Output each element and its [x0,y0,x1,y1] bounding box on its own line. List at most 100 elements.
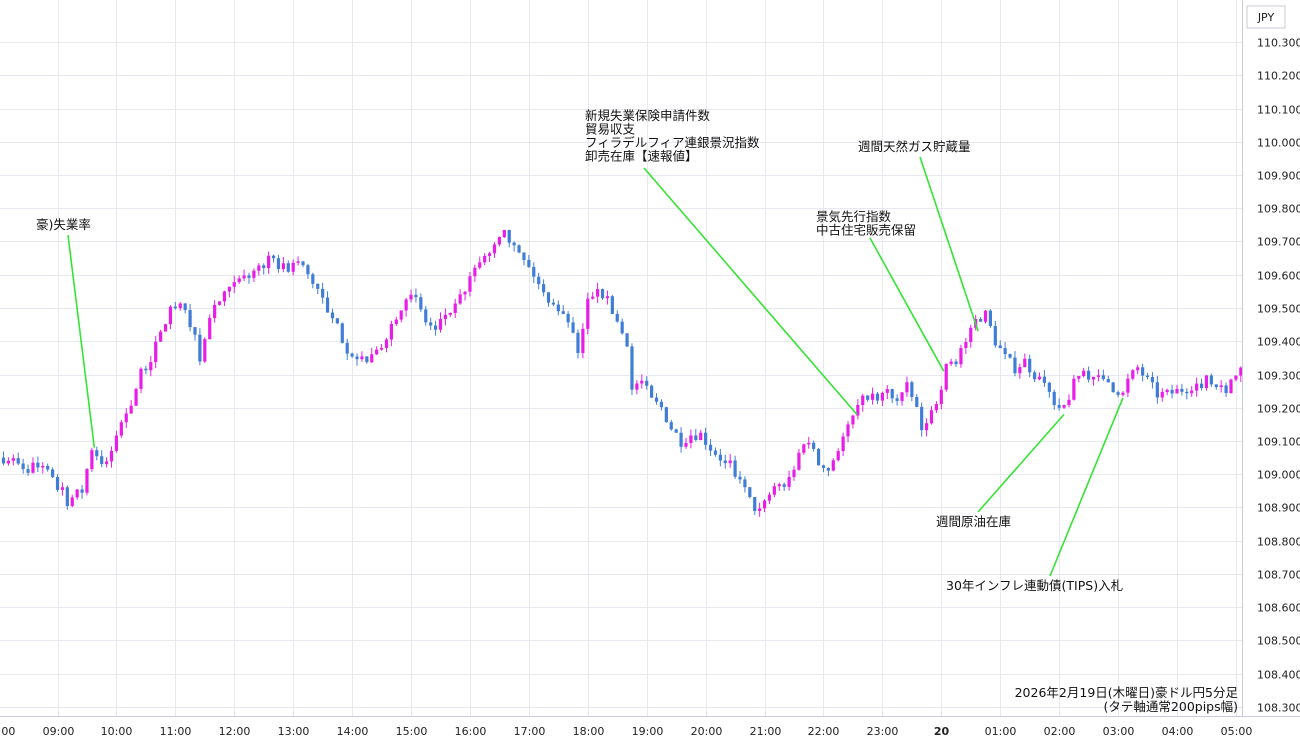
candle-body [448,312,452,315]
candle [733,455,737,479]
candle [645,376,649,390]
candle-body [929,410,934,424]
x-tick-label: 17:00 [514,725,546,738]
currency-label-box [1246,5,1286,29]
candle-body [394,319,398,324]
candle [1175,384,1179,394]
candle-body [910,382,914,397]
candle-body [252,270,256,278]
candle [762,499,767,513]
candle [438,312,443,333]
candle [939,385,943,410]
candle [129,400,133,414]
candle-body [26,469,30,473]
candle-body [21,463,25,470]
candle [802,443,806,455]
candle-body [306,265,310,275]
candle-body [340,323,344,343]
candle-body [738,476,742,480]
candle-body [384,339,389,348]
candle [370,347,374,364]
candle [487,251,492,262]
candle-body [915,396,919,407]
candle-body [16,458,20,464]
candle-body [571,322,575,333]
candle [247,272,251,284]
candle-body [1028,358,1032,373]
candle-body [708,444,713,451]
annotation-label: 週間天然ガス貯蔵量 [858,139,971,154]
annotation-label: 卸売在庫【速報値】 [585,149,698,164]
candle-body [939,389,943,405]
candle [792,465,796,481]
candle-body [409,294,413,300]
candle-body [105,461,109,465]
candle [384,337,389,353]
candle-body [640,380,644,384]
candle [483,253,487,266]
candle-body [753,497,757,512]
annotation-label: 中古住宅販売保留 [816,223,916,238]
candle [330,308,335,324]
candle-body [507,229,511,243]
candle [767,492,772,505]
candle [124,408,128,429]
candle-body [217,301,222,305]
candle [109,446,114,468]
candle-body [551,302,556,305]
candle [610,294,614,315]
candle-body [350,353,354,357]
candle [1195,377,1199,397]
annotation-leader [1049,397,1124,577]
candle [16,452,20,466]
candle-body [41,465,45,468]
caption-line-1: 2026年2月19日(木曜日)豪ドル円5分足 [1015,685,1239,700]
candle [252,268,256,282]
price-axis: JPY 110.300 110.200 110.100 110.000 109.900 10… [1242,0,1300,745]
candle-body [586,298,590,329]
candle [1008,353,1012,359]
candle-body [213,304,217,319]
candle-body [227,286,231,292]
candle [870,387,875,405]
candle-body [581,328,585,353]
candle-body [944,363,948,390]
candle [1116,390,1120,398]
candle-body [247,275,251,278]
candle-body [591,296,595,299]
candle-body [1234,375,1238,380]
candle-body [60,487,65,490]
candle [183,302,187,314]
candle-body [429,322,433,326]
candle [542,279,546,297]
candle-body [1033,372,1037,380]
candle [934,401,938,414]
candle-body [1037,376,1042,380]
candle [964,337,968,354]
y-tick-label: 110.300 [1257,37,1300,50]
candle-body [1150,377,1155,383]
candle-body [797,452,801,470]
candle [713,447,718,457]
candle-body [875,393,880,401]
candle-body [178,303,182,309]
candle-body [674,429,678,433]
candle [1224,382,1228,397]
y-tick-label: 109.000 [1257,469,1300,482]
candle-body [743,479,747,488]
candle [640,374,644,389]
candle [365,356,369,364]
candle [316,283,320,295]
candle [738,471,742,484]
candle [787,470,791,491]
candle-body [335,318,339,324]
candle [139,367,143,394]
candle-body [1091,376,1096,380]
candle [1190,386,1194,397]
candle [708,439,713,456]
candle-body [502,229,506,238]
candle-body [276,258,281,270]
candle [551,298,556,307]
